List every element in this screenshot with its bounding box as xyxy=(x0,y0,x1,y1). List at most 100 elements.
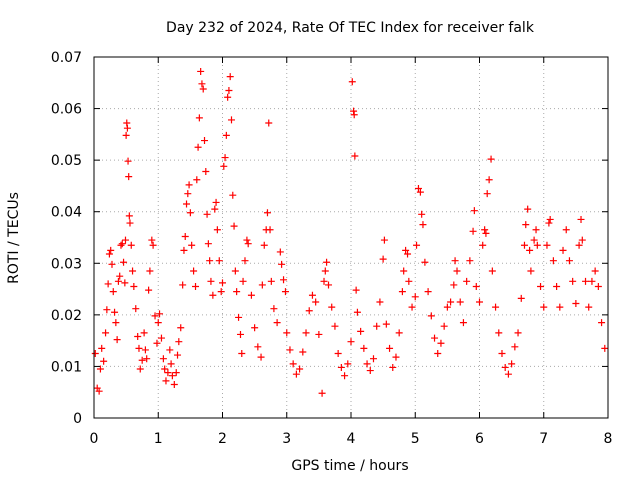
data-point xyxy=(130,282,138,290)
data-point xyxy=(514,329,522,337)
data-point xyxy=(179,281,187,289)
data-point xyxy=(125,173,133,181)
data-point xyxy=(212,198,220,206)
data-point xyxy=(482,229,490,237)
data-point xyxy=(431,334,439,342)
data-point xyxy=(522,221,530,229)
data-point xyxy=(543,241,551,249)
data-point xyxy=(95,387,103,395)
data-point xyxy=(351,152,359,160)
data-point xyxy=(193,176,201,184)
data-point xyxy=(334,350,342,358)
data-point xyxy=(532,226,540,234)
data-point xyxy=(302,329,310,337)
data-point xyxy=(103,306,111,314)
x-tick-label: 3 xyxy=(282,431,291,447)
data-point xyxy=(211,205,219,213)
data-point xyxy=(260,241,268,249)
data-point xyxy=(530,236,538,244)
data-point xyxy=(258,281,266,289)
data-point xyxy=(305,307,313,315)
x-tick-label: 7 xyxy=(539,431,548,447)
data-point xyxy=(419,221,427,229)
data-point xyxy=(286,346,294,354)
data-point xyxy=(278,260,286,268)
data-point xyxy=(434,350,442,358)
data-point xyxy=(105,250,113,258)
data-point xyxy=(202,167,210,175)
data-point xyxy=(386,344,394,352)
data-point xyxy=(341,372,349,380)
data-point xyxy=(235,313,243,321)
data-point xyxy=(96,365,104,373)
data-point xyxy=(126,219,134,227)
data-point xyxy=(320,277,328,285)
data-point xyxy=(194,143,202,151)
data-point xyxy=(476,298,483,306)
data-point xyxy=(181,232,189,240)
data-point xyxy=(156,310,164,318)
data-point xyxy=(553,282,561,290)
data-point xyxy=(109,288,117,296)
data-point xyxy=(348,78,356,86)
y-tick-label: 0.06 xyxy=(51,102,82,118)
data-point xyxy=(323,258,331,266)
data-point xyxy=(517,294,525,302)
data-point xyxy=(520,241,528,249)
data-point xyxy=(251,324,259,332)
data-point xyxy=(121,236,129,244)
data-point xyxy=(424,288,432,296)
data-point xyxy=(102,329,110,337)
data-point xyxy=(577,215,585,223)
data-point xyxy=(352,286,360,294)
data-point xyxy=(443,303,451,311)
data-point xyxy=(292,370,300,378)
data-point xyxy=(582,277,590,285)
data-point xyxy=(357,327,365,335)
data-point xyxy=(411,293,419,301)
data-point xyxy=(265,119,273,127)
x-tick-label: 8 xyxy=(604,431,613,447)
data-point xyxy=(140,329,148,337)
data-point xyxy=(487,155,495,163)
data-point xyxy=(380,236,388,244)
data-point xyxy=(321,267,329,275)
data-point xyxy=(537,282,545,290)
data-point xyxy=(540,303,548,311)
data-point xyxy=(373,322,381,330)
y-axis-label: ROTI / TECUs xyxy=(6,192,22,284)
data-point xyxy=(192,282,200,290)
data-point xyxy=(524,205,532,213)
data-point xyxy=(427,312,435,320)
data-point xyxy=(350,111,358,119)
data-point xyxy=(363,360,371,368)
data-point xyxy=(504,370,512,378)
data-point xyxy=(527,267,535,275)
data-point xyxy=(585,303,593,311)
chart-title: Day 232 of 2024, Rate Of TEC Index for r… xyxy=(166,20,535,36)
data-point xyxy=(308,291,316,299)
data-point xyxy=(376,298,384,306)
y-tick-label: 0 xyxy=(73,411,82,427)
data-point xyxy=(257,353,265,361)
data-point xyxy=(227,116,235,124)
data-point xyxy=(116,272,124,280)
data-point xyxy=(270,305,278,313)
data-point xyxy=(204,240,212,248)
data-point xyxy=(556,303,564,311)
grid-lines xyxy=(94,57,608,418)
x-axis-label: GPS time / hours xyxy=(291,458,408,474)
x-tick-label: 6 xyxy=(475,431,484,447)
data-point xyxy=(546,215,554,223)
data-point xyxy=(526,246,534,254)
data-point xyxy=(172,369,180,377)
data-point xyxy=(162,377,170,385)
data-point xyxy=(369,355,377,363)
data-point xyxy=(230,222,238,230)
data-point xyxy=(195,114,203,122)
data-point xyxy=(283,329,291,337)
data-point xyxy=(203,210,211,218)
data-point xyxy=(123,119,131,127)
x-tick-label: 4 xyxy=(347,431,356,447)
data-point xyxy=(299,348,307,356)
